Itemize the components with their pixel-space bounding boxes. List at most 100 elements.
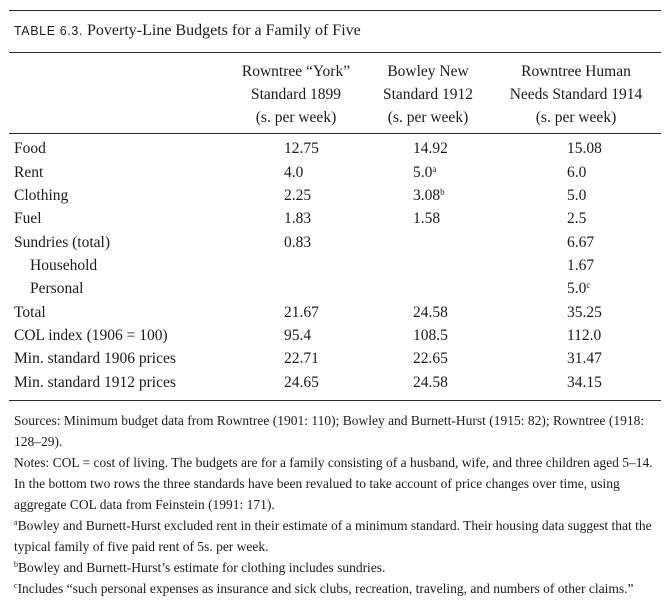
- top-rule: [9, 10, 661, 12]
- cell-value: 22.71: [284, 350, 319, 367]
- table-row: Total 21.67 24.58 35.25: [0, 304, 669, 327]
- table-title: Poverty-Line Budgets for a Family of Fiv…: [87, 22, 361, 39]
- footnote-text: Bowley and Burnett-Hurst’s estimate for …: [18, 560, 386, 575]
- table-cell: 2.25: [284, 187, 311, 205]
- row-label: Min. standard 1912 prices: [14, 374, 176, 391]
- cell-value: 6.0: [567, 164, 587, 181]
- cell-value: 22.65: [413, 350, 448, 367]
- table-row: Rent 4.0 5.0a 6.0: [0, 164, 669, 187]
- row-label: Fuel: [14, 210, 42, 227]
- column-header-rowntree-york: Rowntree “York” Standard 1899 (s. per we…: [221, 60, 371, 129]
- table-cell: 24.58: [413, 374, 448, 392]
- column-header-line: Needs Standard 1914: [509, 86, 643, 103]
- table-cell: 1.83: [284, 210, 311, 228]
- cell-value: 12.75: [284, 140, 319, 157]
- cell-value: 4.0: [284, 164, 304, 181]
- header-rule: [9, 133, 661, 134]
- column-header-line: Rowntree Human: [521, 63, 631, 80]
- table-cell: 6.67: [567, 234, 594, 252]
- table-cell: 4.0: [284, 164, 303, 182]
- table-row: Min. standard 1912 prices 24.65 24.58 34.15: [0, 374, 669, 397]
- cell-value: 95.4: [284, 327, 312, 344]
- cell-value: 15.08: [567, 140, 602, 157]
- cell-value: 5.0: [413, 164, 433, 181]
- table-row: COL index (1906 = 100) 95.4 108.5 112.0: [0, 327, 669, 350]
- column-header-line: (s. per week): [535, 109, 617, 126]
- table-caption: TABLE 6.3. Poverty-Line Budgets for a Fa…: [14, 22, 361, 40]
- table-cell: 15.08: [567, 140, 602, 158]
- table-notes: Sources: Minimum budget data from Rowntr…: [14, 410, 662, 599]
- column-header-line: (s. per week): [387, 109, 469, 126]
- cell-value: 1.58: [413, 210, 441, 227]
- table-cell: 24.65: [284, 374, 319, 392]
- table-row: Household 1.67: [0, 257, 669, 280]
- table-cell: 3.08b: [413, 187, 445, 205]
- cell-value: 0.83: [284, 234, 312, 251]
- table-cell: 0.83: [284, 234, 311, 252]
- footnote-mark: b: [440, 187, 445, 197]
- row-label: Household: [30, 257, 98, 274]
- title-rule: [9, 52, 661, 53]
- table-number: TABLE 6.3.: [14, 24, 83, 38]
- cell-value: 34.15: [567, 374, 602, 391]
- column-header-bowley-new: Bowley New Standard 1912 (s. per week): [358, 60, 498, 129]
- table-cell: 14.92: [413, 140, 448, 158]
- row-label: Food: [14, 140, 46, 157]
- table-cell: 35.25: [567, 304, 602, 322]
- cell-value: 3.08: [413, 187, 441, 204]
- table-cell: 12.75: [284, 140, 319, 158]
- table-cell: 21.67: [284, 304, 319, 322]
- row-label: Total: [14, 304, 46, 321]
- cell-value: 24.58: [413, 374, 448, 391]
- table-cell: 1.58: [413, 210, 440, 228]
- cell-value: 31.47: [567, 350, 602, 367]
- cell-value: 2.5: [567, 210, 587, 227]
- bottom-rule: [9, 400, 661, 401]
- cell-value: 1.67: [567, 257, 595, 274]
- footnote-text: Includes “such personal expenses as insu…: [17, 581, 634, 596]
- cell-value: 5.0: [567, 187, 587, 204]
- cell-value: 112.0: [567, 327, 602, 344]
- footnote-mark: b: [14, 560, 18, 569]
- row-label: Personal: [30, 280, 84, 297]
- table-row: Fuel 1.83 1.58 2.5: [0, 210, 669, 233]
- table-row: Food 12.75 14.92 15.08: [0, 140, 669, 163]
- table-cell: 6.0: [567, 164, 586, 182]
- table-cell: 34.15: [567, 374, 602, 392]
- column-header-line: (s. per week): [255, 109, 337, 126]
- column-header-line: Standard 1912: [383, 86, 473, 103]
- table-row: Min. standard 1906 prices 22.71 22.65 31.47: [0, 350, 669, 373]
- column-header-line: Standard 1899: [251, 86, 341, 103]
- table-row: Personal 5.0c: [0, 280, 669, 303]
- column-header-line: Rowntree “York”: [241, 63, 351, 80]
- row-label: COL index (1906 = 100): [14, 327, 168, 344]
- cell-value: 1.83: [284, 210, 312, 227]
- table-cell: 95.4: [284, 327, 311, 345]
- table-cell: 24.58: [413, 304, 448, 322]
- cell-value: 5.0: [567, 280, 587, 297]
- footnote-mark: a: [432, 164, 437, 174]
- table-cell: 2.5: [567, 210, 586, 228]
- table-cell: 31.47: [567, 350, 602, 368]
- cell-value: 2.25: [284, 187, 312, 204]
- table-row: Clothing 2.25 3.08b 5.0: [0, 187, 669, 210]
- footnote-a: aBowley and Burnett-Hurst excluded rent …: [14, 515, 662, 557]
- footnote-mark: a: [14, 518, 18, 527]
- column-header-line: Bowley New: [387, 63, 469, 80]
- cell-value: 6.67: [567, 234, 595, 251]
- table-cell: 22.65: [413, 350, 448, 368]
- general-note: Notes: COL = cost of living. The budgets…: [14, 455, 653, 512]
- footnote-mark: c: [586, 280, 591, 290]
- table-cell: 5.0a: [413, 164, 436, 182]
- row-label: Sundries (total): [14, 234, 110, 251]
- column-header-rowntree-human-needs: Rowntree Human Needs Standard 1914 (s. p…: [496, 60, 656, 129]
- row-label: Clothing: [14, 187, 69, 204]
- table-cell: 5.0c: [567, 280, 590, 298]
- cell-value: 35.25: [567, 304, 602, 321]
- sources-note: Sources: Minimum budget data from Rowntr…: [14, 413, 645, 449]
- cell-value: 108.5: [413, 327, 448, 344]
- table-cell: 5.0: [567, 187, 586, 205]
- table-cell: 1.67: [567, 257, 594, 275]
- footnote-text: Bowley and Burnett-Hurst excluded rent i…: [14, 518, 652, 554]
- cell-value: 21.67: [284, 304, 319, 321]
